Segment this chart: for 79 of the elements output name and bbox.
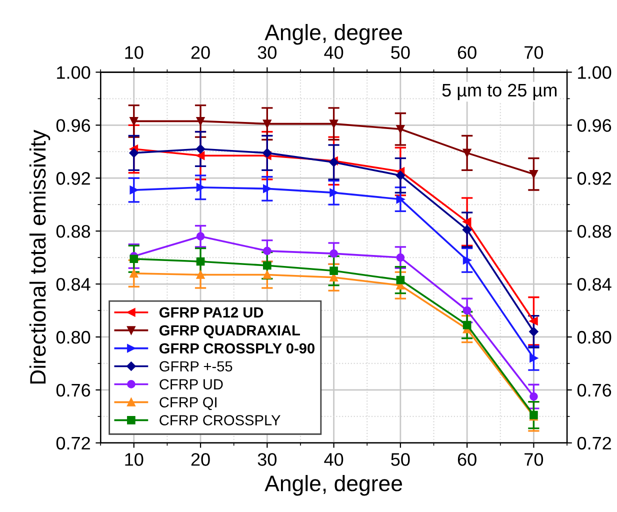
x2-axis-title: Angle, degree [264, 24, 402, 45]
annotation: 5 µm to 25 µm [442, 84, 557, 100]
point [196, 117, 205, 126]
legend-label: GFRP QUADRAXIAL [160, 325, 300, 338]
point [196, 144, 206, 154]
y2-tick-label: 1.00 [578, 66, 612, 79]
point [530, 392, 538, 401]
point [330, 249, 338, 258]
legend-label: GFRP CROSSPLY 0-90 [160, 343, 314, 354]
point [262, 148, 272, 158]
y2-tick-label: 0.76 [577, 384, 612, 397]
point [530, 170, 538, 178]
x2-tick-label: 10 [125, 46, 144, 59]
x-tick-label: 60 [458, 453, 476, 466]
x-tick-label: 10 [125, 453, 144, 466]
point [196, 270, 205, 279]
point [130, 117, 138, 126]
legend-label: GFRP PA12 UD [160, 307, 264, 318]
point [330, 188, 338, 197]
y-tick-label: 0.80 [56, 330, 90, 344]
y-tick-label: 0.72 [56, 436, 90, 450]
x-tick-label: 50 [391, 453, 410, 466]
y-tick-label: 0.84 [56, 278, 90, 291]
x2-tick-label: 60 [458, 46, 476, 59]
point [196, 232, 205, 241]
x-tick-label: 20 [191, 453, 210, 466]
point [396, 170, 406, 180]
point [262, 120, 272, 128]
point [262, 270, 272, 279]
point [530, 316, 538, 326]
point [330, 266, 338, 275]
point [130, 269, 138, 278]
x2-tick-label: 70 [524, 46, 544, 59]
point [396, 253, 405, 262]
legend-label: GFRP +-55 [160, 361, 232, 372]
x2-tick-label: 40 [324, 46, 344, 59]
point [262, 246, 272, 256]
point [396, 276, 405, 284]
x2-tick-label: 20 [191, 46, 210, 59]
x-tick-label: 40 [324, 453, 344, 466]
point [130, 186, 138, 194]
point [396, 195, 405, 204]
point [462, 148, 472, 158]
y2-tick-label: 0.88 [577, 224, 612, 238]
x2-tick-label: 30 [258, 46, 276, 59]
point [530, 354, 538, 362]
point [196, 151, 205, 160]
y2-tick-label: 0.84 [577, 278, 612, 291]
x-axis-title: Angle, degree [264, 474, 402, 496]
point [396, 124, 405, 134]
point [196, 183, 205, 192]
y2-tick-label: 0.72 [577, 436, 611, 450]
point [262, 261, 272, 270]
y2-tick-label: 0.92 [577, 172, 611, 185]
legend-label: CFRP UD [160, 379, 223, 390]
point [462, 320, 472, 330]
point [330, 120, 338, 128]
y-tick-label: 0.76 [56, 384, 90, 397]
point [129, 148, 139, 158]
point [462, 256, 472, 264]
legend-label: CFRP QI [160, 397, 216, 410]
y-tick-label: 1.00 [57, 66, 90, 79]
point [529, 327, 538, 336]
x2-tick-label: 50 [391, 46, 410, 59]
point [130, 254, 138, 264]
x-tick-label: 30 [258, 453, 276, 466]
point [462, 306, 472, 315]
x-tick-label: 70 [524, 453, 544, 466]
point [462, 225, 472, 234]
y2-tick-label: 0.96 [577, 119, 612, 132]
y-tick-label: 0.92 [56, 172, 90, 185]
y-tick-label: 0.96 [56, 119, 90, 132]
legend-label: CFRP CROSSPLY [160, 415, 280, 426]
y-axis-title: Directional total emissivity [29, 130, 50, 384]
point [196, 257, 205, 266]
point [462, 218, 472, 226]
y2-tick-label: 0.80 [577, 330, 612, 344]
y-tick-label: 0.88 [56, 224, 90, 238]
point [262, 184, 272, 193]
